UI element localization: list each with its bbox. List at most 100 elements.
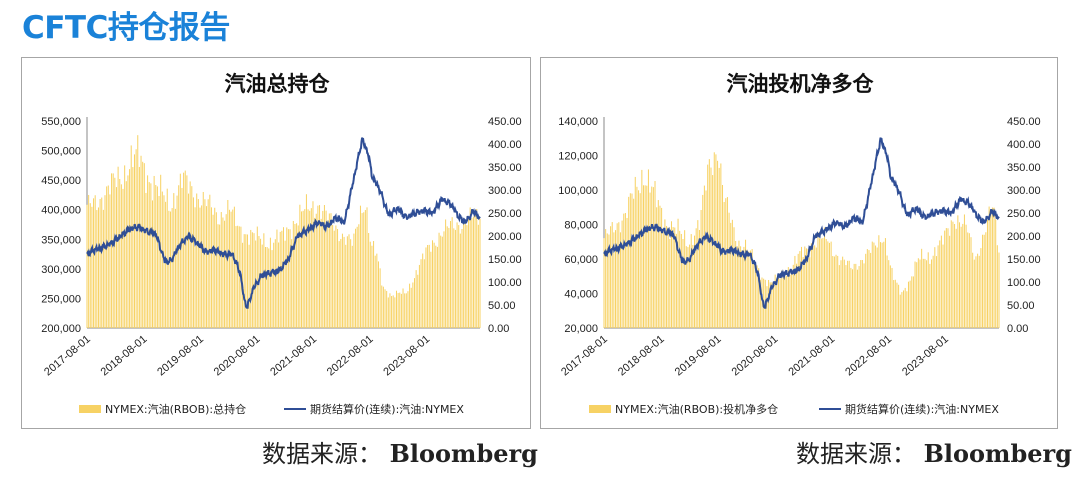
bar bbox=[646, 185, 648, 328]
bar bbox=[348, 234, 350, 328]
x-axis-tick-label: 2018-08-01 bbox=[99, 333, 150, 378]
bar bbox=[171, 208, 173, 328]
bar bbox=[893, 280, 895, 328]
bar bbox=[212, 214, 214, 328]
bar bbox=[749, 250, 751, 328]
bar bbox=[796, 263, 798, 328]
bar bbox=[127, 175, 129, 328]
bar bbox=[335, 225, 337, 328]
bar bbox=[914, 261, 916, 328]
bar bbox=[840, 260, 842, 328]
bar bbox=[328, 213, 330, 328]
bar bbox=[932, 255, 934, 328]
bar bbox=[659, 205, 661, 328]
bar bbox=[837, 255, 839, 328]
bar bbox=[792, 264, 794, 328]
x-axis-tick-label: 2022-08-01 bbox=[843, 333, 894, 378]
bar bbox=[896, 282, 898, 328]
bar bbox=[621, 220, 623, 328]
bar bbox=[379, 268, 381, 328]
price-line bbox=[603, 137, 1000, 309]
bar bbox=[680, 233, 682, 328]
bar bbox=[464, 223, 466, 328]
right-axis-tick-label: 200.00 bbox=[1007, 231, 1041, 243]
bar bbox=[125, 181, 127, 328]
bar bbox=[194, 207, 196, 328]
bar bbox=[99, 199, 101, 328]
bar bbox=[797, 253, 799, 328]
bar bbox=[726, 197, 728, 328]
bar bbox=[996, 245, 998, 328]
bar bbox=[129, 169, 131, 328]
bar bbox=[672, 227, 674, 328]
bar bbox=[135, 149, 137, 328]
bar bbox=[364, 210, 366, 328]
bar bbox=[682, 239, 684, 328]
bar bbox=[779, 278, 781, 328]
x-axis-tick-label: 2021-08-01 bbox=[268, 333, 319, 378]
bar bbox=[312, 201, 314, 328]
bar bbox=[647, 169, 649, 328]
bar bbox=[777, 277, 779, 328]
bar bbox=[986, 219, 988, 328]
bar bbox=[639, 193, 641, 328]
bar bbox=[276, 229, 278, 328]
bar bbox=[800, 246, 803, 328]
bar bbox=[333, 230, 335, 328]
right-axis-tick-label: 150.00 bbox=[1007, 254, 1041, 266]
x-axis-tick-label: 2020-08-01 bbox=[212, 333, 263, 378]
bar bbox=[949, 235, 951, 328]
bar bbox=[289, 229, 291, 328]
bar bbox=[332, 225, 334, 328]
bar bbox=[922, 258, 924, 328]
bar bbox=[232, 209, 234, 328]
bar bbox=[766, 286, 768, 328]
bar bbox=[322, 210, 324, 328]
bar bbox=[299, 204, 301, 328]
bar bbox=[884, 238, 886, 328]
bar bbox=[151, 200, 154, 328]
bar bbox=[371, 245, 373, 328]
price-line bbox=[86, 137, 481, 309]
bar bbox=[363, 212, 365, 328]
bar bbox=[206, 206, 208, 328]
chart-panel-net-long: 汽油投机净多仓 20,000 40,000 60,000 80,000 100,000 12… bbox=[540, 57, 1058, 429]
bar bbox=[690, 234, 692, 328]
bar bbox=[301, 211, 303, 328]
bar bbox=[138, 166, 140, 328]
bar bbox=[433, 242, 435, 328]
bar bbox=[217, 224, 219, 328]
bar bbox=[266, 247, 268, 328]
bar bbox=[883, 241, 885, 328]
bar bbox=[463, 218, 465, 328]
bar bbox=[847, 260, 849, 328]
bar bbox=[476, 208, 478, 328]
bar bbox=[773, 283, 775, 328]
bar bbox=[761, 277, 763, 328]
bar bbox=[428, 244, 430, 328]
bar bbox=[828, 242, 830, 328]
bar bbox=[409, 283, 411, 328]
bar bbox=[860, 260, 862, 328]
bar bbox=[638, 190, 640, 328]
bar bbox=[993, 207, 995, 328]
bar bbox=[271, 250, 273, 328]
bar bbox=[958, 222, 961, 328]
bar bbox=[730, 222, 732, 328]
left-axis-tick-label: 20,000 bbox=[564, 323, 598, 335]
bar bbox=[315, 213, 317, 328]
bar bbox=[173, 193, 175, 328]
bar bbox=[174, 208, 176, 328]
bar bbox=[287, 229, 289, 328]
source-label: 数据来源： bbox=[796, 440, 916, 468]
bar bbox=[418, 264, 420, 328]
bar bbox=[343, 236, 345, 328]
bar bbox=[903, 290, 905, 328]
bar bbox=[441, 236, 443, 328]
bar bbox=[413, 278, 416, 328]
bar bbox=[702, 194, 704, 328]
bar bbox=[314, 217, 316, 328]
bar bbox=[894, 279, 896, 328]
bar bbox=[402, 288, 404, 328]
bar bbox=[983, 234, 985, 328]
